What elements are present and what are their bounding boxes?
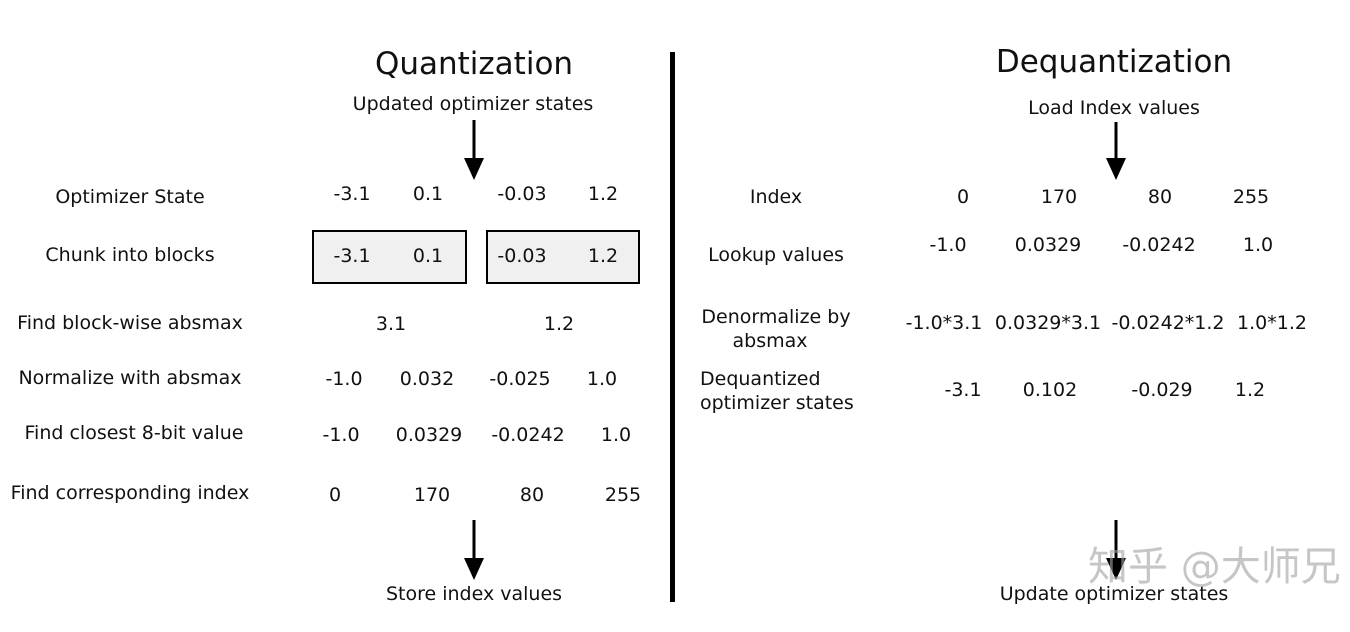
value-cell: 0.0329 (1014, 234, 1082, 256)
value-cell: 80 (519, 484, 545, 506)
down-arrow-icon (464, 120, 484, 180)
value-cell: -0.03 (497, 245, 547, 267)
value-cell: 0.0329*3.1 (994, 312, 1102, 334)
section-divider (670, 52, 675, 602)
value-cell: 1.0 (586, 368, 618, 390)
value-cell: 1.0 (600, 424, 632, 446)
value-cell: 170 (413, 484, 451, 506)
block-box-1 (312, 230, 467, 284)
block-box-2 (486, 230, 640, 284)
quantization-title: Quantization (374, 46, 574, 82)
value-cell: 255 (1232, 186, 1270, 208)
value-cell: -0.0242*1.2 (1111, 312, 1225, 334)
value-cell: -3.1 (333, 245, 371, 267)
watermark: 知乎 @大师兄 (1088, 544, 1341, 590)
value-cell: -1.0 (322, 424, 360, 446)
value-cell: 1.2 (1234, 379, 1266, 401)
value-cell: -1.0*3.1 (905, 312, 983, 334)
dequantization-title: Dequantization (995, 44, 1233, 80)
row-label-chunk-into-blocks: Chunk into blocks (45, 244, 215, 266)
value-cell: -0.029 (1131, 379, 1193, 401)
row-label-denormalize-by: Denormalize by (701, 306, 851, 328)
value-cell: 1.2 (587, 245, 619, 267)
value-cell: 1.0*1.2 (1237, 312, 1307, 334)
row-label-find-closest-8-bit-value: Find closest 8-bit value (24, 422, 244, 444)
down-arrow-icon (464, 520, 484, 580)
value-cell: 255 (604, 484, 642, 506)
down-arrow-icon (1106, 122, 1126, 180)
value-cell: -0.0242 (491, 424, 565, 446)
row-label-absmax: absmax (732, 330, 808, 352)
value-cell: 1.0 (1242, 234, 1274, 256)
quantization-input-label: Updated optimizer states (352, 93, 594, 115)
value-cell: -3.1 (944, 379, 982, 401)
quantization-output-label: Store index values (385, 583, 563, 605)
row-label-optimizer-states: optimizer states (700, 392, 854, 414)
value-cell: 0.032 (399, 368, 455, 390)
row-label-optimizer-state: Optimizer State (55, 186, 205, 208)
row-label-find-corresponding-index: Find corresponding index (10, 482, 250, 504)
value-cell: -0.025 (489, 368, 551, 390)
value-cell: 1.2 (587, 183, 619, 205)
value-cell: -0.03 (497, 183, 547, 205)
row-label-normalize-with-absmax: Normalize with absmax (18, 367, 242, 389)
down-arrow-icon (1106, 520, 1126, 580)
row-label-lookup-values: Lookup values (708, 244, 844, 266)
value-cell: 0 (328, 484, 342, 506)
row-label-dequantized: Dequantized (700, 368, 821, 390)
value-cell: -1.0 (325, 368, 363, 390)
value-cell: -0.0242 (1122, 234, 1196, 256)
value-cell: 0.1 (412, 245, 444, 267)
dequantization-input-label: Load Index values (1028, 97, 1200, 119)
value-cell: 1.2 (543, 313, 575, 335)
value-cell: -3.1 (333, 183, 371, 205)
row-label-index: Index (749, 186, 803, 208)
value-cell: 0.102 (1022, 379, 1078, 401)
row-label-find-block-wise-absmax: Find block-wise absmax (17, 312, 243, 334)
value-cell: 0.0329 (395, 424, 463, 446)
value-cell: 0 (956, 186, 970, 208)
value-cell: -1.0 (929, 234, 967, 256)
value-cell: 80 (1147, 186, 1173, 208)
value-cell: 170 (1040, 186, 1078, 208)
value-cell: 3.1 (375, 313, 407, 335)
dequantization-output-label: Update optimizer states (999, 583, 1229, 605)
value-cell: 0.1 (412, 183, 444, 205)
